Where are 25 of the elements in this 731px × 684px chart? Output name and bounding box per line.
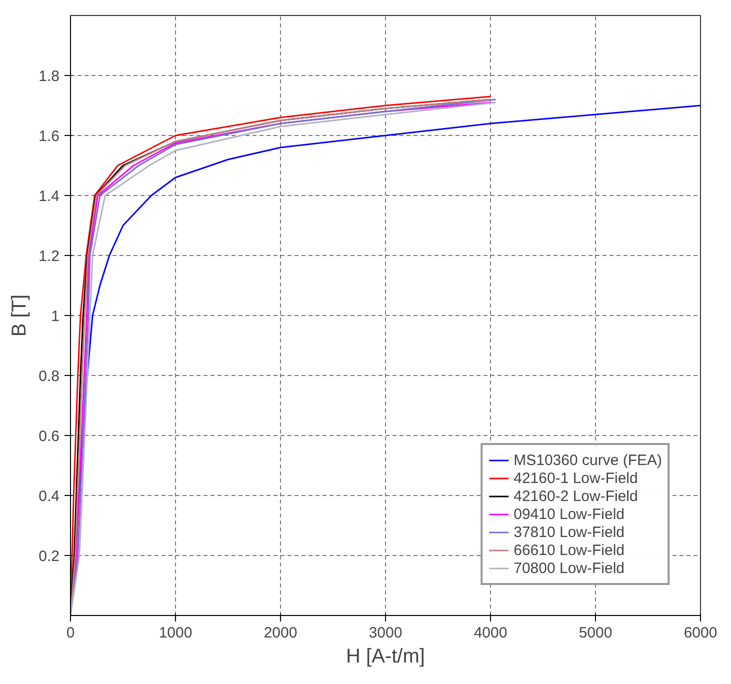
y-tick-label: 1.6 <box>38 128 60 145</box>
x-axis-title: H [A-t/m] <box>346 646 425 668</box>
legend-label: 66610 Low-Field <box>514 541 625 559</box>
x-tick-label: 0 <box>66 624 75 642</box>
legend-label: MS10360 curve (FEA) <box>514 451 662 469</box>
y-tick-label: 1.4 <box>38 188 60 205</box>
legend-label: 70800 Low-Field <box>514 559 625 577</box>
y-tick-label: 0.6 <box>38 428 60 445</box>
y-axis-title: B [T] <box>8 294 31 337</box>
y-tick-label: 1.2 <box>38 248 60 265</box>
legend-label: 42160-1 Low-Field <box>514 469 638 487</box>
y-tick-label: 0.8 <box>38 368 60 385</box>
x-tick-label: 2000 <box>264 624 298 642</box>
x-tick-label: 6000 <box>684 624 718 642</box>
y-tick-label: 1.8 <box>38 68 60 85</box>
legend-label: 09410 Low-Field <box>514 505 625 523</box>
x-tick-label: 3000 <box>368 624 402 642</box>
legend-label: 37810 Low-Field <box>514 523 625 541</box>
x-tick-label: 4000 <box>474 624 508 642</box>
legend-label: 42160-2 Low-Field <box>514 487 638 505</box>
x-tick-label: 1000 <box>158 624 192 642</box>
y-tick-label: 1 <box>51 308 60 325</box>
y-tick-label: 0.4 <box>38 488 60 505</box>
y-tick-label: 0.2 <box>38 548 60 565</box>
x-tick-label: 5000 <box>578 624 612 642</box>
